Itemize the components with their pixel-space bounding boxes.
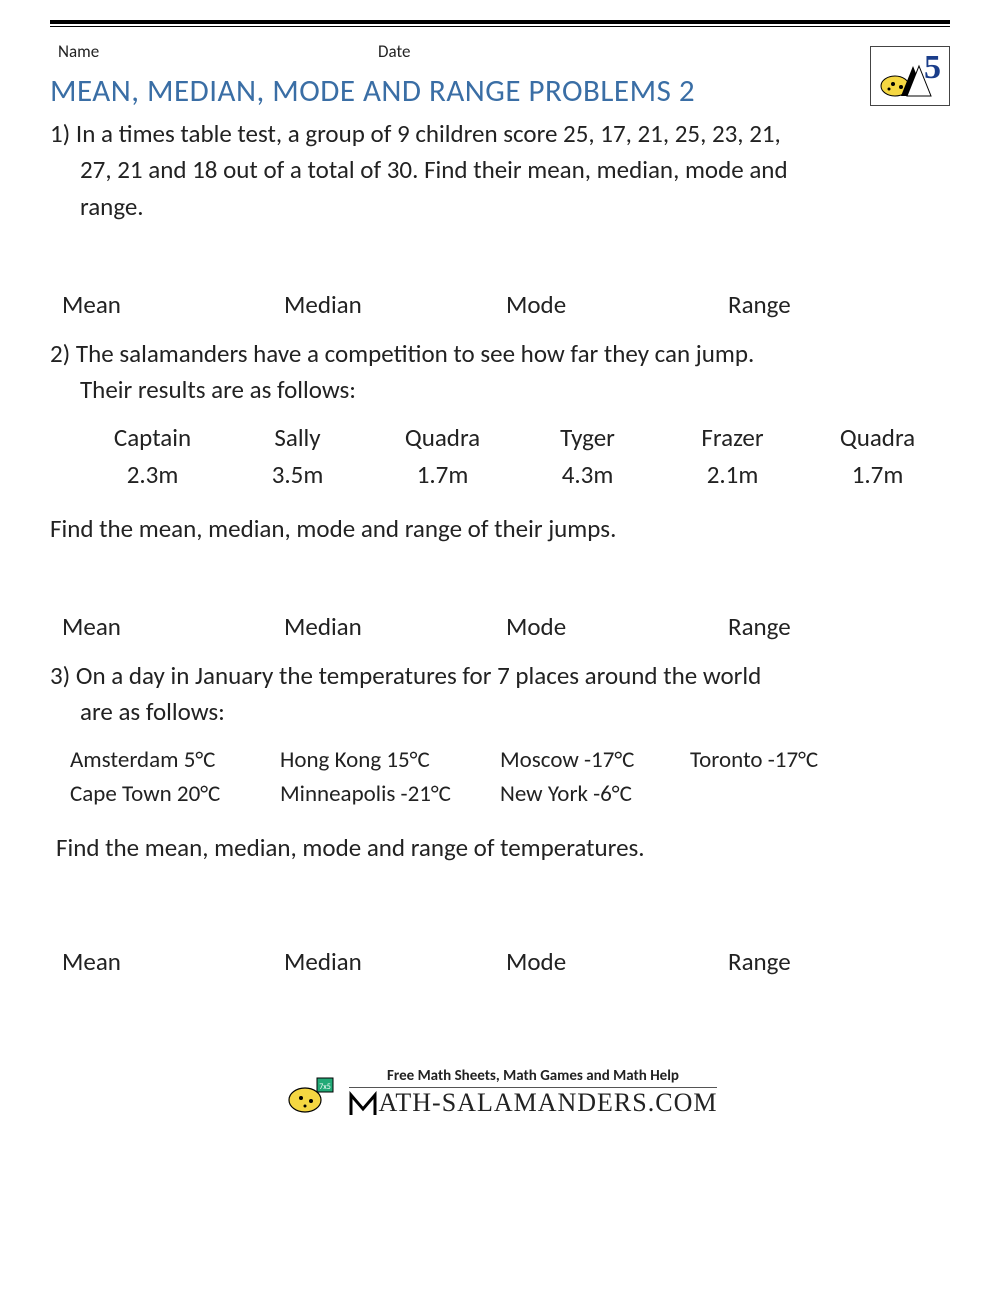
q3-temp-grid: Amsterdam 5°C Hong Kong 15°C Moscow -17°… — [50, 743, 950, 812]
date-label: Date — [378, 41, 410, 62]
footer-tagline: Free Math Sheets, Math Games and Math He… — [349, 1067, 718, 1085]
temp-cell — [690, 777, 870, 812]
problem-3: 3) On a day in January the temperatures … — [50, 658, 950, 731]
q1-line3: range. — [50, 189, 950, 225]
median-label: Median — [284, 946, 506, 977]
name-label: Name — [58, 41, 378, 62]
top-rule-thick — [50, 20, 950, 24]
q1-answer-row: Mean Median Mode Range — [50, 289, 950, 320]
jump-col-3: Tyger4.3m — [515, 420, 660, 493]
q2-answer-row: Mean Median Mode Range — [50, 611, 950, 642]
header-row: Name Date — [50, 41, 950, 62]
jump-col-1: Sally3.5m — [225, 420, 370, 493]
range-label: Range — [728, 611, 950, 642]
temp-cell: Minneapolis -21°C — [280, 777, 490, 812]
m-icon — [349, 1091, 379, 1117]
mean-label: Mean — [62, 289, 284, 320]
q3-answer-row: Mean Median Mode Range — [50, 946, 950, 977]
jump-col-2: Quadra1.7m — [370, 420, 515, 493]
temp-cell: Moscow -17°C — [500, 743, 680, 778]
temp-cell: Cape Town 20°C — [70, 777, 270, 812]
range-label: Range — [728, 946, 950, 977]
mean-label: Mean — [62, 611, 284, 642]
page-title: MEAN, MEDIAN, MODE AND RANGE PROBLEMS 2 — [50, 72, 695, 110]
q2-line2: Their results are as follows: — [50, 372, 950, 408]
q2-prompt: Find the mean, median, mode and range of… — [50, 511, 950, 547]
temp-cell: Hong Kong 15°C — [280, 743, 490, 778]
temp-cell: Toronto -17°C — [690, 743, 870, 778]
q3-prompt: Find the mean, median, mode and range of… — [50, 830, 950, 866]
temp-cell: Amsterdam 5°C — [70, 743, 270, 778]
temp-cell: New York -6°C — [500, 777, 680, 812]
footer-salamander-icon: 7x5 — [283, 1068, 343, 1118]
grade-number: 5 — [924, 49, 941, 87]
q1-line2: 27, 21 and 18 out of a total of 30. Find… — [50, 152, 950, 188]
problem-2: 2) The salamanders have a competition to… — [50, 336, 950, 409]
q3-line1: 3) On a day in January the temperatures … — [50, 658, 950, 694]
title-row: MEAN, MEDIAN, MODE AND RANGE PROBLEMS 2 … — [50, 66, 950, 110]
footer-url: ATH-SALAMANDERS.COM — [349, 1087, 718, 1118]
median-label: Median — [284, 289, 506, 320]
range-label: Range — [728, 289, 950, 320]
top-rule-thin — [50, 26, 950, 27]
median-label: Median — [284, 611, 506, 642]
footer: 7x5 Free Math Sheets, Math Games and Mat… — [50, 1067, 950, 1123]
grade-badge: 5 — [870, 46, 950, 106]
jump-col-4: Frazer2.1m — [660, 420, 805, 493]
q3-line2: are as follows: — [50, 694, 950, 730]
mode-label: Mode — [506, 611, 728, 642]
jump-col-0: Captain2.3m — [80, 420, 225, 493]
q1-line1: 1) In a times table test, a group of 9 c… — [50, 116, 950, 152]
svg-text:7x5: 7x5 — [319, 1082, 331, 1092]
q2-line1: 2) The salamanders have a competition to… — [50, 336, 950, 372]
mean-label: Mean — [62, 946, 284, 977]
problem-1: 1) In a times table test, a group of 9 c… — [50, 116, 950, 225]
mode-label: Mode — [506, 946, 728, 977]
jump-col-5: Quadra1.7m — [805, 420, 950, 493]
mode-label: Mode — [506, 289, 728, 320]
q2-jump-table: Captain2.3m Sally3.5m Quadra1.7m Tyger4.… — [50, 420, 950, 493]
worksheet-page: Name Date MEAN, MEDIAN, MODE AND RANGE P… — [0, 0, 1000, 1153]
